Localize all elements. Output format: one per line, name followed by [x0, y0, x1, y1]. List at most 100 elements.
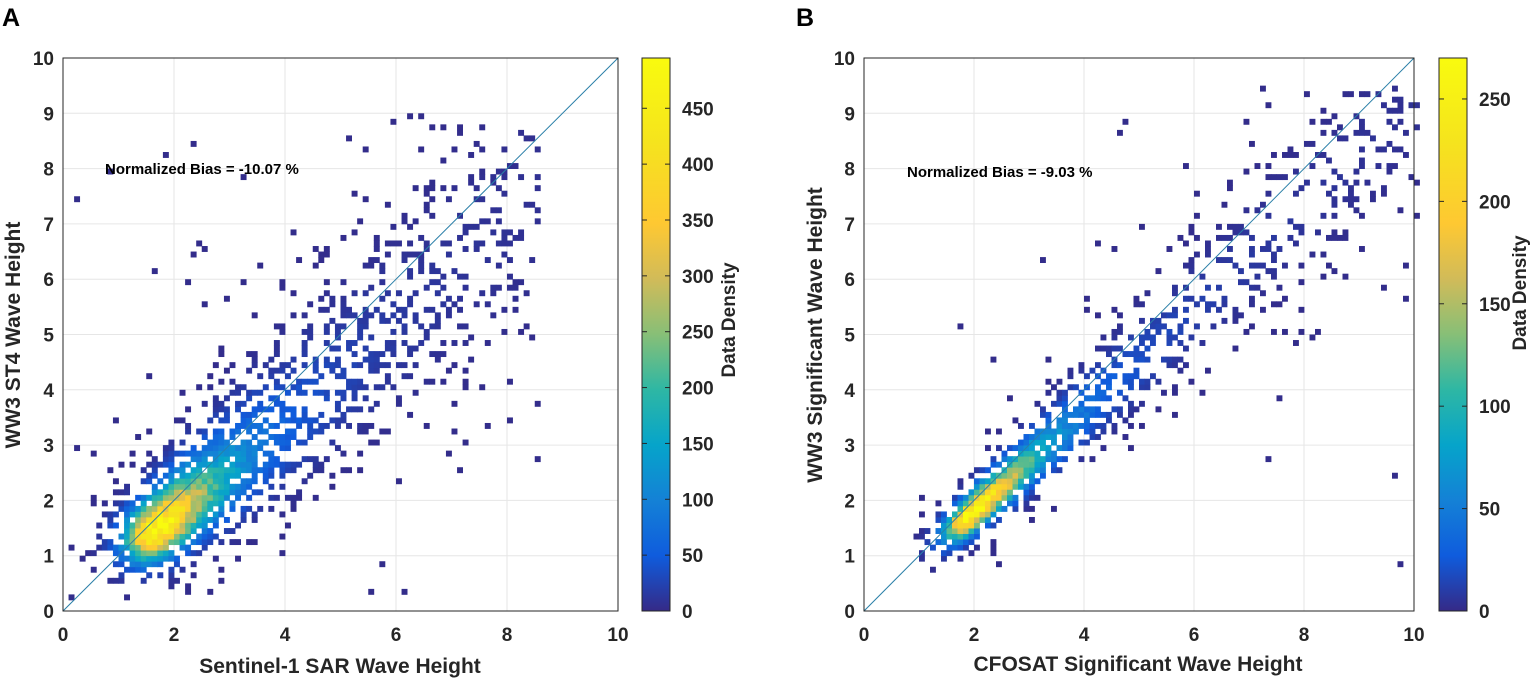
density-cell: [196, 511, 203, 518]
density-cell: [1128, 445, 1134, 452]
density-cell: [168, 528, 175, 534]
density-cell: [440, 124, 447, 131]
density-cell: [212, 494, 219, 501]
y-tick-label: 3: [43, 436, 54, 457]
density-cell: [218, 478, 225, 485]
density-cell: [196, 500, 203, 507]
density-cell: [1238, 268, 1244, 275]
density-cell: [268, 356, 275, 363]
density-cell: [301, 378, 308, 385]
density-cell: [90, 450, 97, 457]
y-tick-label: 4: [844, 381, 855, 402]
density-cell: [212, 511, 219, 518]
density-cell: [434, 351, 441, 358]
density-cell: [273, 422, 280, 429]
density-cell: [235, 494, 241, 501]
density-cell: [1122, 417, 1129, 424]
density-cell: [151, 511, 158, 518]
density-cell: [312, 456, 319, 463]
density-cell: [140, 516, 147, 523]
density-cell: [1375, 146, 1382, 153]
density-cell: [379, 317, 386, 324]
density-cell: [318, 295, 325, 302]
density-cell: [201, 533, 208, 540]
density-cell: [1111, 362, 1118, 369]
density-cell: [941, 533, 947, 540]
density-cell: [207, 533, 214, 540]
density-cell: [412, 218, 419, 225]
density-cell: [1029, 456, 1035, 463]
density-cell: [518, 328, 525, 335]
density-cell: [340, 395, 347, 402]
y-tick-label: 0: [43, 602, 54, 623]
density-cell: [185, 494, 192, 501]
density-cell: [429, 268, 436, 275]
density-cell: [1260, 262, 1266, 269]
density-cell: [201, 505, 208, 512]
y-axis-label-b: WW3 Significant Wave Height: [804, 187, 827, 483]
density-cell: [1067, 445, 1074, 452]
density-cell: [1084, 406, 1090, 413]
density-cell: [273, 494, 280, 501]
density-cell: [1381, 185, 1387, 192]
density-cell: [312, 417, 319, 424]
density-cell: [1056, 378, 1063, 385]
density-cell: [479, 240, 486, 247]
density-cell: [1381, 284, 1387, 291]
density-cell: [1029, 478, 1035, 485]
density-cell: [273, 323, 280, 330]
density-cell: [174, 528, 180, 534]
density-cell: [1397, 207, 1404, 214]
density-cell: [518, 174, 525, 181]
colorbar-b: [1438, 57, 1468, 612]
colorbar-label-b: Data Density: [1510, 235, 1531, 351]
density-cell: [1331, 229, 1338, 236]
density-cell: [1023, 472, 1030, 479]
density-cell: [268, 406, 275, 413]
density-cell: [1249, 251, 1255, 258]
density-cell: [323, 323, 330, 330]
density-cell: [957, 528, 964, 534]
density-cell: [251, 516, 258, 523]
density-cell: [1293, 240, 1299, 247]
density-cell: [340, 295, 347, 302]
density-cell: [246, 428, 253, 435]
density-cell: [318, 461, 325, 468]
density-cell: [490, 284, 497, 291]
density-cell: [1045, 445, 1052, 452]
density-cell: [151, 522, 158, 529]
density-cell: [251, 478, 258, 485]
density-cell: [240, 422, 247, 429]
density-cell: [257, 373, 264, 380]
density-cell: [963, 539, 969, 546]
density-cell: [495, 185, 502, 192]
density-cell: [340, 450, 347, 457]
colorbar-a: [641, 57, 671, 612]
density-cell: [390, 345, 397, 352]
density-cell: [1353, 179, 1360, 186]
density-cell: [168, 450, 175, 457]
density-cell: [174, 577, 180, 584]
density-cell: [1078, 400, 1085, 407]
density-cell: [1260, 306, 1266, 313]
density-cell: [201, 544, 208, 551]
density-cell: [146, 533, 153, 540]
density-cell: [434, 317, 441, 324]
density-cell: [196, 450, 203, 457]
density-cell: [952, 528, 958, 534]
density-cell: [74, 196, 81, 203]
density-cell: [1172, 306, 1178, 313]
density-cell: [212, 478, 219, 485]
density-cell: [146, 544, 153, 551]
density-cell: [190, 500, 197, 507]
density-cell: [1062, 422, 1068, 429]
density-cell: [146, 494, 153, 501]
density-cell: [168, 478, 175, 485]
density-cell: [974, 505, 980, 512]
density-cell: [390, 328, 397, 335]
density-cell: [1194, 251, 1200, 258]
density-cell: [135, 522, 142, 529]
density-cell: [285, 494, 291, 501]
density-cell: [174, 417, 180, 424]
density-cell: [196, 522, 203, 529]
